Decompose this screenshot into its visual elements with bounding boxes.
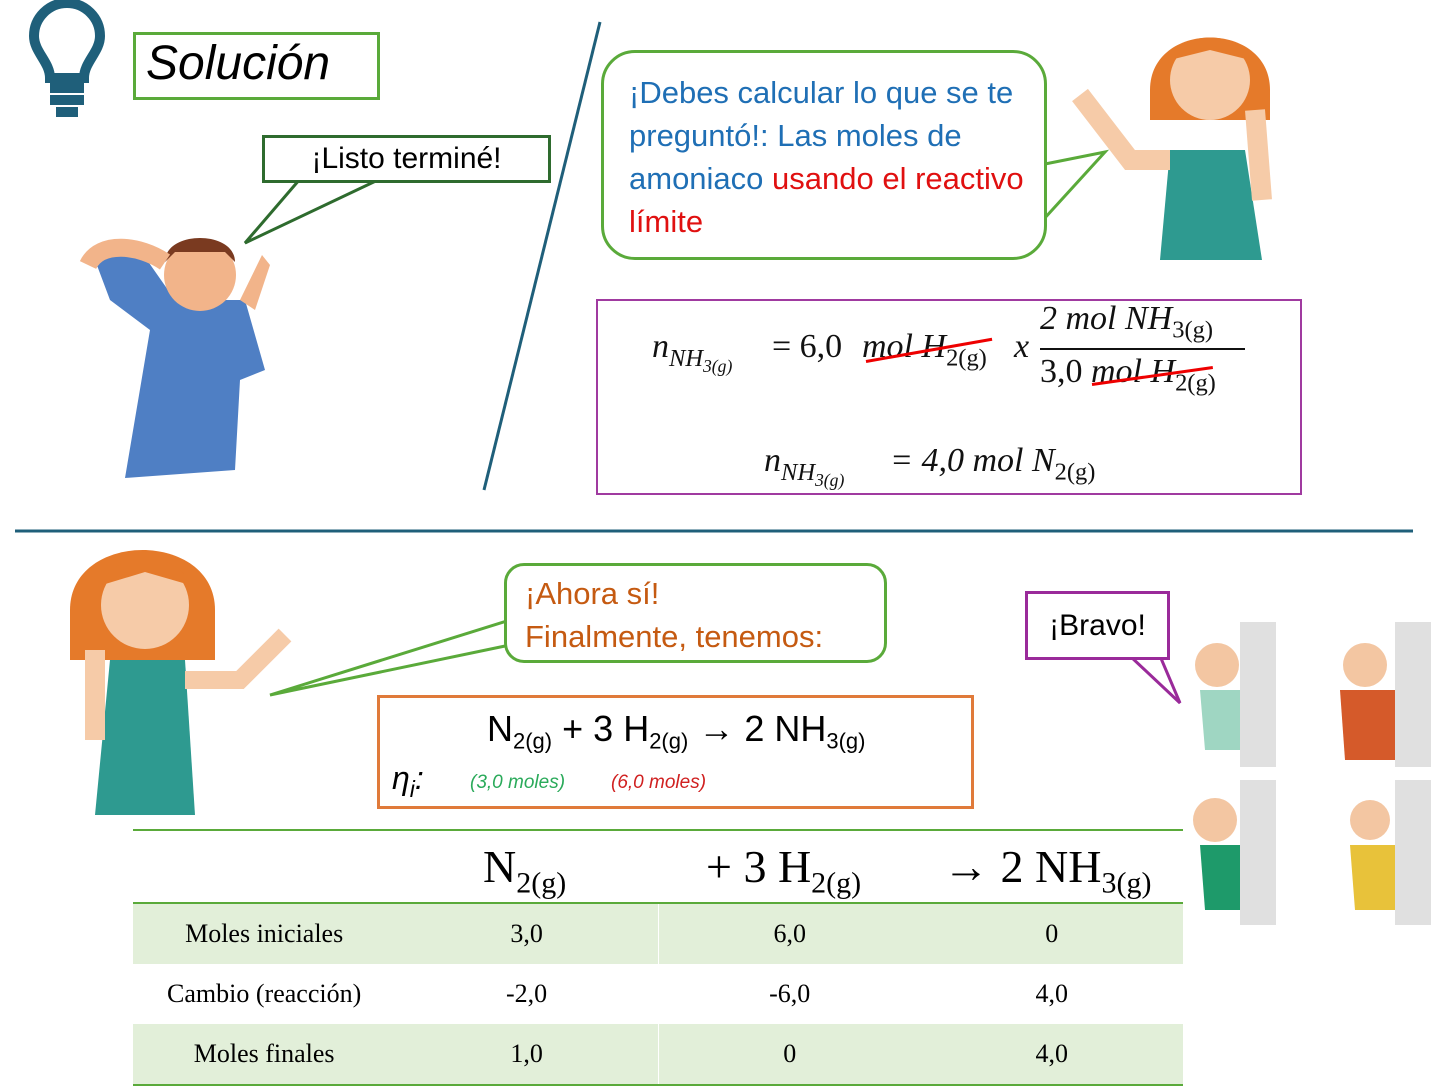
table-cell: 6,0 [657,903,921,964]
table-cell: 0 [657,1024,921,1085]
subscript: 3(g) [1172,316,1213,344]
subscript: i [409,776,415,803]
formula: + 3 H [562,708,650,749]
formula: N [487,708,513,749]
row-label: Moles finales [193,1039,335,1068]
subscript: 2(g) [1054,458,1096,486]
equation-term: = 4,0 mol N2(g) [890,442,1095,487]
subscript: 3(g) [1101,866,1152,900]
table-cell: 0 [1045,919,1059,948]
row-label: Cambio (reacción) [167,979,362,1008]
equation-term: nNH3(g) [652,328,732,377]
fraction-bar [1040,348,1245,350]
moles-note: (6,0 moles) [611,772,707,793]
symbol: : [414,760,424,796]
diagonal-divider [482,21,602,491]
subscript: NH [781,458,815,486]
table-row: Cambio (reacción) -2,0 -6,0 4,0 [133,964,1183,1024]
bubble-text: ¡Bravo! [1049,609,1146,642]
bubble-text: ¡Ahora sí! [525,576,660,611]
header-cell: N2(g) [483,840,566,901]
subscript: 2(g) [946,344,987,372]
table-cell: 1,0 [510,1039,543,1068]
symbol: η [392,760,410,796]
reaction-box: N2(g) + 3 H2(g) → 2 NH3(g) ηi: (3,0 mole… [377,695,974,809]
subscript: 3(g) [703,355,733,376]
header-cell: → 2 NH3(g) [943,840,1151,901]
table-row: Moles finales 1,0 0 4,0 [133,1024,1183,1085]
equation-term: = 6,0 [772,328,843,365]
girl-illustration [70,550,292,815]
subscript: NH [669,344,703,372]
bubble-text: ¡Listo terminé! [311,142,502,175]
formula: → 2 NH [698,708,827,749]
bubble-tail [1128,654,1182,705]
girl-illustration [1072,37,1272,260]
subscript: 2(g) [811,866,862,900]
bubble-text: ¡Debes calcular lo que se te preguntó!: … [629,75,1014,196]
people-illustration [1193,622,1431,925]
formula: + 3 H [706,841,812,892]
bubble-tail [269,618,511,697]
bubble-tail [1039,149,1110,222]
subscript: 3(g) [826,728,866,754]
bubble-tail [243,177,381,245]
table-cell: -6,0 [657,964,921,1024]
fraction-numerator: 2 mol NH3(g) [1040,300,1213,345]
reaction-equation: N2(g) + 3 H2(g) → 2 NH3(g) [487,708,865,755]
table-cell: 4,0 [1035,979,1068,1008]
unit: mol H [1091,353,1176,390]
speech-bubble: ¡Bravo! [1025,591,1170,660]
speech-bubble: ¡Listo terminé! [262,135,551,183]
lightbulb-icon [28,0,106,117]
table-row: Moles iniciales 3,0 6,0 0 [133,903,1183,964]
table-body: Moles iniciales 3,0 6,0 0 Cambio (reacción) -… [133,903,1183,1085]
results-table: Moles iniciales 3,0 6,0 0 Cambio (reacción) -… [133,902,1183,1086]
fraction-denominator: 3,0 mol H2(g) [1040,353,1216,398]
boy-illustration [79,238,270,478]
subscript: 2(g) [516,866,567,900]
table-cell: 3,0 [510,919,543,948]
equation-term: nNH3(g) [764,442,844,491]
row-label: Moles iniciales [185,919,344,948]
equation-term: mol H2(g) [862,328,987,373]
table-header: N2(g) + 3 H2(g) → 2 NH3(g) [133,840,1183,902]
equation-term: x [1014,328,1030,365]
formula: N [483,841,517,892]
subscript: 3(g) [815,469,845,490]
table-top-rule [133,829,1183,831]
table-cell: -2,0 [506,979,548,1008]
symbol: n [652,328,669,365]
table-cell: 4,0 [1035,1039,1068,1068]
speech-bubble: ¡Ahora sí! Finalmente, tenemos: [504,563,887,663]
title: Solución [146,37,331,90]
subscript: 2(g) [513,728,553,754]
moles-note: (3,0 moles) [470,772,566,793]
calculation-box [596,299,1302,495]
symbol: n [764,442,781,479]
unit: 2 mol NH [1040,300,1173,337]
speech-bubble: ¡Debes calcular lo que se te preguntó!: … [601,50,1047,260]
header-cell: + 3 H2(g) [706,840,861,901]
bubble-text: Finalmente, tenemos: [525,619,824,654]
formula: → 2 NH [943,841,1102,892]
subscript: 2(g) [649,728,689,754]
bubble-text: usando el reactivo límite [629,161,1024,239]
number: 3,0 [1040,353,1083,390]
unit: = 4,0 mol N [890,442,1055,479]
bubble-paragraph: ¡Debes calcular lo que se te preguntó!: … [629,71,1029,243]
title-box: Solución [133,32,380,100]
eta-label: ηi: [392,760,424,803]
subscript: 2(g) [1175,369,1216,397]
